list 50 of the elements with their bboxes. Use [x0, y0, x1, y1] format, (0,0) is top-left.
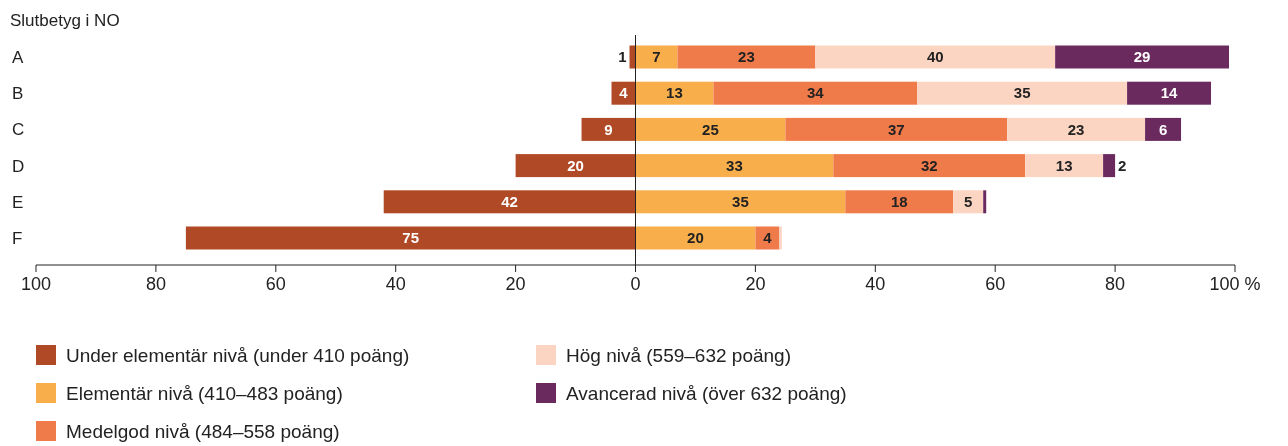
data-label: 13 — [1055, 156, 1073, 174]
x-tick-label: 20 — [745, 274, 766, 294]
x-tick-label: 80 — [1105, 274, 1126, 294]
data-label: 6 — [1158, 120, 1168, 138]
x-tick-label: 40 — [865, 274, 886, 294]
data-label: 23 — [738, 48, 755, 66]
data-label: 20 — [687, 229, 704, 247]
y-tick-label: B — [12, 84, 24, 104]
y-tick-label: E — [12, 192, 24, 212]
data-label: 1 — [618, 48, 627, 66]
data-label: 4 — [619, 84, 629, 102]
data-label: 75 — [402, 229, 420, 247]
x-tick-label: 40 — [385, 274, 406, 294]
data-label: 37 — [887, 120, 905, 138]
data-label: 35 — [1013, 84, 1031, 102]
y-tick-label: A — [12, 47, 24, 67]
y-axis-title: Slutbetyg i NO — [10, 11, 120, 30]
x-tick-label: 0 — [630, 274, 641, 294]
y-tick-label: F — [12, 228, 23, 248]
x-tick-label: 60 — [265, 274, 286, 294]
data-label: 29 — [1133, 48, 1151, 66]
legend-label: Medelgod nivå (484–558 poäng) — [66, 420, 340, 442]
legend-label: Under elementär nivå (under 410 poäng) — [66, 344, 410, 366]
data-label: 4 — [763, 229, 773, 247]
data-label: 2 — [1118, 156, 1127, 174]
data-label: 34 — [807, 84, 825, 102]
y-tick-label: D — [12, 156, 25, 176]
data-label: 7 — [652, 48, 661, 66]
data-label: 5 — [964, 193, 973, 211]
x-tick-label: 100 — [20, 274, 52, 294]
x-tick-label: 60 — [985, 274, 1006, 294]
legend-label: Elementär nivå (410–483 poäng) — [66, 382, 343, 404]
data-label: 18 — [890, 193, 908, 211]
data-label: 9 — [604, 120, 613, 138]
x-tick-label: 20 — [505, 274, 526, 294]
y-tick-label: C — [12, 120, 25, 140]
data-label: 33 — [726, 156, 743, 174]
data-label: 23 — [1067, 120, 1085, 138]
legend-label: Avancerad nivå (över 632 poäng) — [566, 382, 847, 404]
data-label: 13 — [666, 84, 683, 102]
x-tick-label: 80 — [145, 274, 166, 294]
legend-label: Hög nivå (559–632 poäng) — [566, 344, 792, 366]
data-label: 40 — [926, 48, 944, 66]
data-label: 20 — [567, 156, 584, 174]
data-label: 42 — [501, 193, 518, 211]
data-label: 32 — [920, 156, 938, 174]
x-tick-label: 100 % — [1209, 274, 1261, 294]
data-label: 14 — [1160, 84, 1179, 102]
data-label: 35 — [732, 193, 749, 211]
data-label: 25 — [702, 120, 719, 138]
